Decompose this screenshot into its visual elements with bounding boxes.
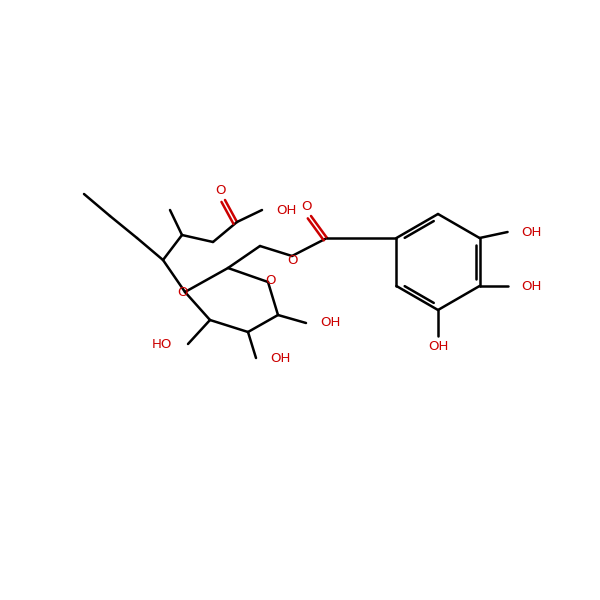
- Text: O: O: [302, 199, 312, 212]
- Text: OH: OH: [521, 226, 542, 238]
- Text: O: O: [288, 253, 298, 266]
- Text: O: O: [178, 286, 188, 298]
- Text: OH: OH: [521, 280, 542, 292]
- Text: O: O: [266, 274, 276, 286]
- Text: OH: OH: [428, 340, 448, 352]
- Text: OH: OH: [320, 317, 340, 329]
- Text: O: O: [216, 185, 226, 197]
- Text: HO: HO: [152, 337, 172, 350]
- Text: OH: OH: [276, 203, 296, 217]
- Text: OH: OH: [270, 352, 290, 364]
